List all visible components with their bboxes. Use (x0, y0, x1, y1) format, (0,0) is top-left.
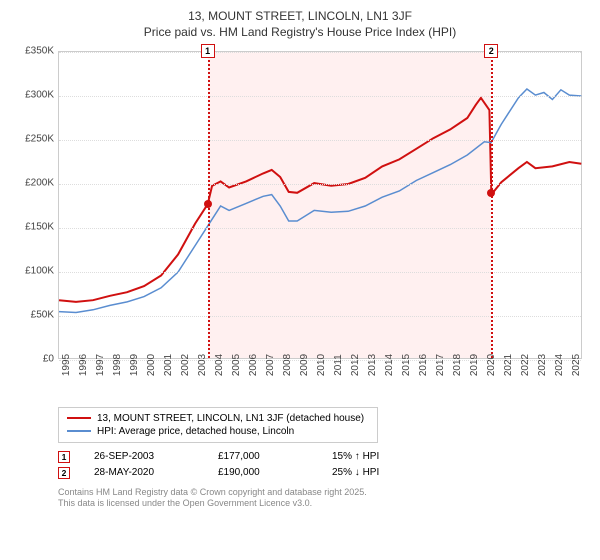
legend: 13, MOUNT STREET, LINCOLN, LN1 3JF (deta… (58, 407, 378, 443)
chart-title-line1: 13, MOUNT STREET, LINCOLN, LN1 3JF (12, 8, 588, 25)
datapoint-marker: 2 (58, 467, 70, 479)
datapoint-marker: 1 (58, 451, 70, 463)
chart-container: 13, MOUNT STREET, LINCOLN, LN1 3JF Price… (0, 0, 600, 560)
datapoint-date: 28-MAY-2020 (94, 467, 194, 478)
plot-area: 12 (58, 51, 582, 359)
data-dot (487, 189, 495, 197)
legend-row-1: HPI: Average price, detached house, Linc… (67, 425, 369, 438)
datapoint-row: 2 28-MAY-2020 £190,000 25% ↓ HPI (58, 465, 588, 481)
xtick-label: 2025 (571, 354, 600, 376)
marker-box: 2 (484, 44, 498, 58)
ytick-label: £300K (12, 89, 54, 100)
ytick-label: £0 (12, 353, 54, 364)
chart-svg (59, 52, 581, 358)
series-line (59, 89, 581, 313)
datapoint-date: 26-SEP-2003 (94, 451, 194, 462)
ytick-label: £50K (12, 309, 54, 320)
legend-swatch-1 (67, 430, 91, 432)
ytick-label: £150K (12, 221, 54, 232)
footer: Contains HM Land Registry data © Crown c… (58, 487, 588, 510)
chart-title-line2: Price paid vs. HM Land Registry's House … (12, 25, 588, 39)
chart-wrap: 12 £0£50K£100K£150K£200K£250K£300K£350K … (12, 45, 588, 405)
datapoint-delta: 25% ↓ HPI (332, 467, 379, 478)
data-dot (204, 200, 212, 208)
marker-box: 1 (201, 44, 215, 58)
ytick-label: £250K (12, 133, 54, 144)
legend-label-1: HPI: Average price, detached house, Linc… (97, 426, 294, 437)
datapoint-price: £190,000 (218, 467, 308, 478)
datapoint-delta: 15% ↑ HPI (332, 451, 379, 462)
datapoint-row: 1 26-SEP-2003 £177,000 15% ↑ HPI (58, 449, 588, 465)
legend-label-0: 13, MOUNT STREET, LINCOLN, LN1 3JF (deta… (97, 413, 364, 424)
ytick-label: £200K (12, 177, 54, 188)
datapoint-table: 1 26-SEP-2003 £177,000 15% ↑ HPI 2 28-MAY-202… (58, 449, 588, 481)
datapoint-price: £177,000 (218, 451, 308, 462)
footer-line1: Contains HM Land Registry data © Crown c… (58, 487, 588, 499)
ytick-label: £350K (12, 45, 54, 56)
legend-swatch-0 (67, 417, 91, 419)
legend-row-0: 13, MOUNT STREET, LINCOLN, LN1 3JF (deta… (67, 412, 369, 425)
footer-line2: This data is licensed under the Open Gov… (58, 498, 588, 510)
ytick-label: £100K (12, 265, 54, 276)
